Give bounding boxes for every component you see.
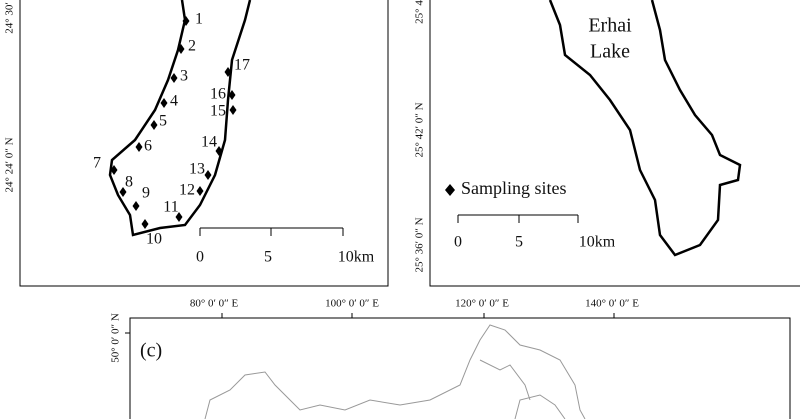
- scale-bar: [457, 214, 579, 223]
- site-label: 13: [189, 161, 205, 178]
- site-label: 15: [210, 103, 226, 120]
- lon-label: 100° 0′ 0″ E: [325, 298, 379, 310]
- legend-label: Sampling sites: [461, 178, 567, 198]
- site-marker: [177, 44, 185, 54]
- scale-label: 10km: [338, 249, 375, 266]
- panel-frame: [429, 0, 800, 287]
- site-label: 6: [144, 138, 152, 155]
- lon-label: 140° 0′ 0″ E: [585, 298, 639, 310]
- site-marker: [135, 142, 143, 152]
- scale-label: 0: [196, 249, 204, 266]
- legend-marker: [445, 184, 455, 196]
- lon-label: 80° 0′ 0″ E: [190, 298, 239, 310]
- site-marker: [141, 219, 149, 229]
- site-label: 12: [179, 182, 195, 199]
- site-label: 16: [210, 86, 226, 103]
- site-marker: [170, 73, 178, 83]
- lake-name: Lake: [590, 41, 630, 63]
- lake-name: Erhai: [588, 15, 632, 37]
- lat-label: 24° 24′ 0″ N: [4, 137, 16, 192]
- lat-label: 25° 4: [414, 0, 426, 24]
- lon-label: 120° 0′ 0″ E: [455, 298, 509, 310]
- panel-frame: [129, 317, 791, 419]
- lake-outline: [108, 0, 252, 237]
- site-label: 3: [180, 68, 188, 85]
- lake-outline: [548, 0, 742, 257]
- site-marker: [204, 170, 212, 180]
- site-label: 14: [201, 134, 217, 151]
- site-marker: [175, 212, 183, 222]
- site-marker: [229, 105, 237, 115]
- site-label: 11: [163, 199, 178, 216]
- site-marker: [224, 67, 232, 77]
- lat-label: 50° 0′ 0″ N: [110, 313, 122, 363]
- graticule-ticks: [125, 313, 615, 334]
- site-label: 17: [234, 57, 250, 74]
- site-marker: [196, 186, 204, 196]
- site-marker: [160, 98, 168, 108]
- site-marker: [215, 146, 223, 156]
- site-label: 9: [142, 185, 150, 202]
- site-marker: [110, 165, 118, 175]
- panel-frame: [19, 0, 389, 287]
- province-outline: [514, 394, 566, 419]
- scale-label: 0: [454, 234, 462, 251]
- site-label: 10: [146, 231, 162, 248]
- site-label: 8: [125, 174, 133, 191]
- site-label: 2: [188, 38, 196, 55]
- site-marker: [150, 120, 158, 130]
- site-marker: [182, 16, 190, 26]
- site-marker: [119, 187, 127, 197]
- site-label: 7: [93, 155, 101, 172]
- site-label: 4: [170, 93, 178, 110]
- lat-label: 25° 42′ 0″ N: [414, 102, 426, 157]
- scale-label: 5: [264, 249, 272, 266]
- country-outline: [204, 324, 586, 419]
- site-label: 1: [195, 11, 203, 28]
- scale-label: 10km: [579, 234, 616, 251]
- lat-label: 25° 36′ 0″ N: [414, 217, 426, 272]
- site-label: 5: [159, 113, 167, 130]
- scale-bar: [199, 227, 344, 236]
- scale-label: 5: [515, 234, 523, 251]
- site-marker: [132, 201, 140, 211]
- lat-label: 24° 30′: [4, 2, 16, 34]
- province-outline: [479, 359, 531, 401]
- site-marker: [228, 90, 236, 100]
- panel-label: (c): [140, 340, 162, 362]
